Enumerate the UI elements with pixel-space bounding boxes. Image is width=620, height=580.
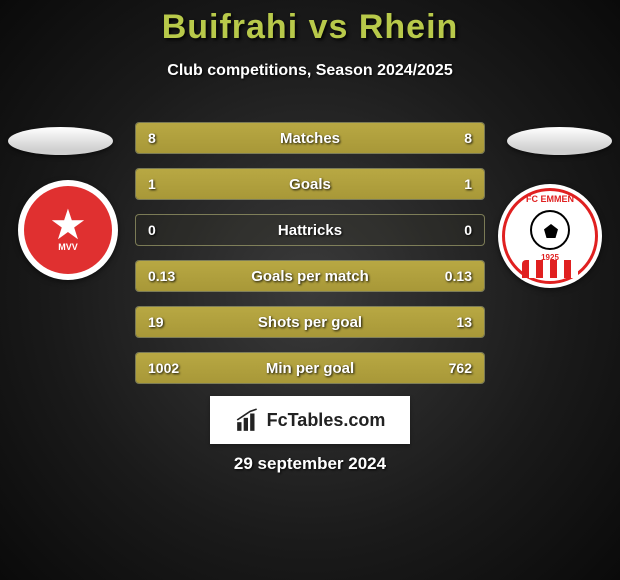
subtitle: Club competitions, Season 2024/2025 bbox=[0, 62, 620, 80]
stat-fill-right bbox=[310, 123, 484, 153]
stat-fill-right bbox=[310, 169, 484, 199]
chart-icon bbox=[235, 407, 261, 433]
stat-row: 0 0Hattricks bbox=[135, 214, 485, 246]
stat-fill-right bbox=[334, 353, 484, 383]
crest-left-text: MVV bbox=[58, 243, 78, 252]
stat-fill-left bbox=[136, 123, 310, 153]
stat-row: 88Matches bbox=[135, 122, 485, 154]
stat-fill-left bbox=[136, 261, 310, 291]
team-crest-left: ★ MVV bbox=[18, 180, 118, 280]
date: 29 september 2024 bbox=[0, 454, 620, 474]
stat-fill-right bbox=[341, 307, 484, 337]
page-title: Buifrahi vs Rhein bbox=[0, 8, 620, 47]
crest-right-text: FC EMMEN bbox=[498, 194, 602, 204]
stat-value-left: 0 bbox=[148, 215, 156, 245]
stat-fill-right bbox=[310, 261, 484, 291]
brand-badge[interactable]: FcTables.com bbox=[210, 396, 410, 444]
stat-row: 0.130.13Goals per match bbox=[135, 260, 485, 292]
soccer-ball-icon bbox=[530, 210, 570, 250]
stat-row: 11Goals bbox=[135, 168, 485, 200]
stat-row: 1002762Min per goal bbox=[135, 352, 485, 384]
star-icon: ★ bbox=[49, 208, 87, 242]
stat-fill-left bbox=[136, 307, 341, 337]
stat-label: Hattricks bbox=[136, 215, 484, 245]
stat-value-right: 0 bbox=[464, 215, 472, 245]
stat-row: 1913Shots per goal bbox=[135, 306, 485, 338]
brand-text: FcTables.com bbox=[267, 410, 386, 431]
team-crest-right: FC EMMEN 1925 bbox=[498, 184, 602, 288]
stats-container: 88Matches 11Goals 0 0Hattricks 0.130.13Goals… bbox=[135, 122, 485, 398]
crest-right-year: 1925 bbox=[498, 253, 602, 262]
crest-stripes bbox=[522, 260, 578, 278]
player-plate-right bbox=[507, 127, 612, 155]
stat-fill-left bbox=[136, 353, 334, 383]
player-plate-left bbox=[8, 127, 113, 155]
stat-fill-left bbox=[136, 169, 310, 199]
